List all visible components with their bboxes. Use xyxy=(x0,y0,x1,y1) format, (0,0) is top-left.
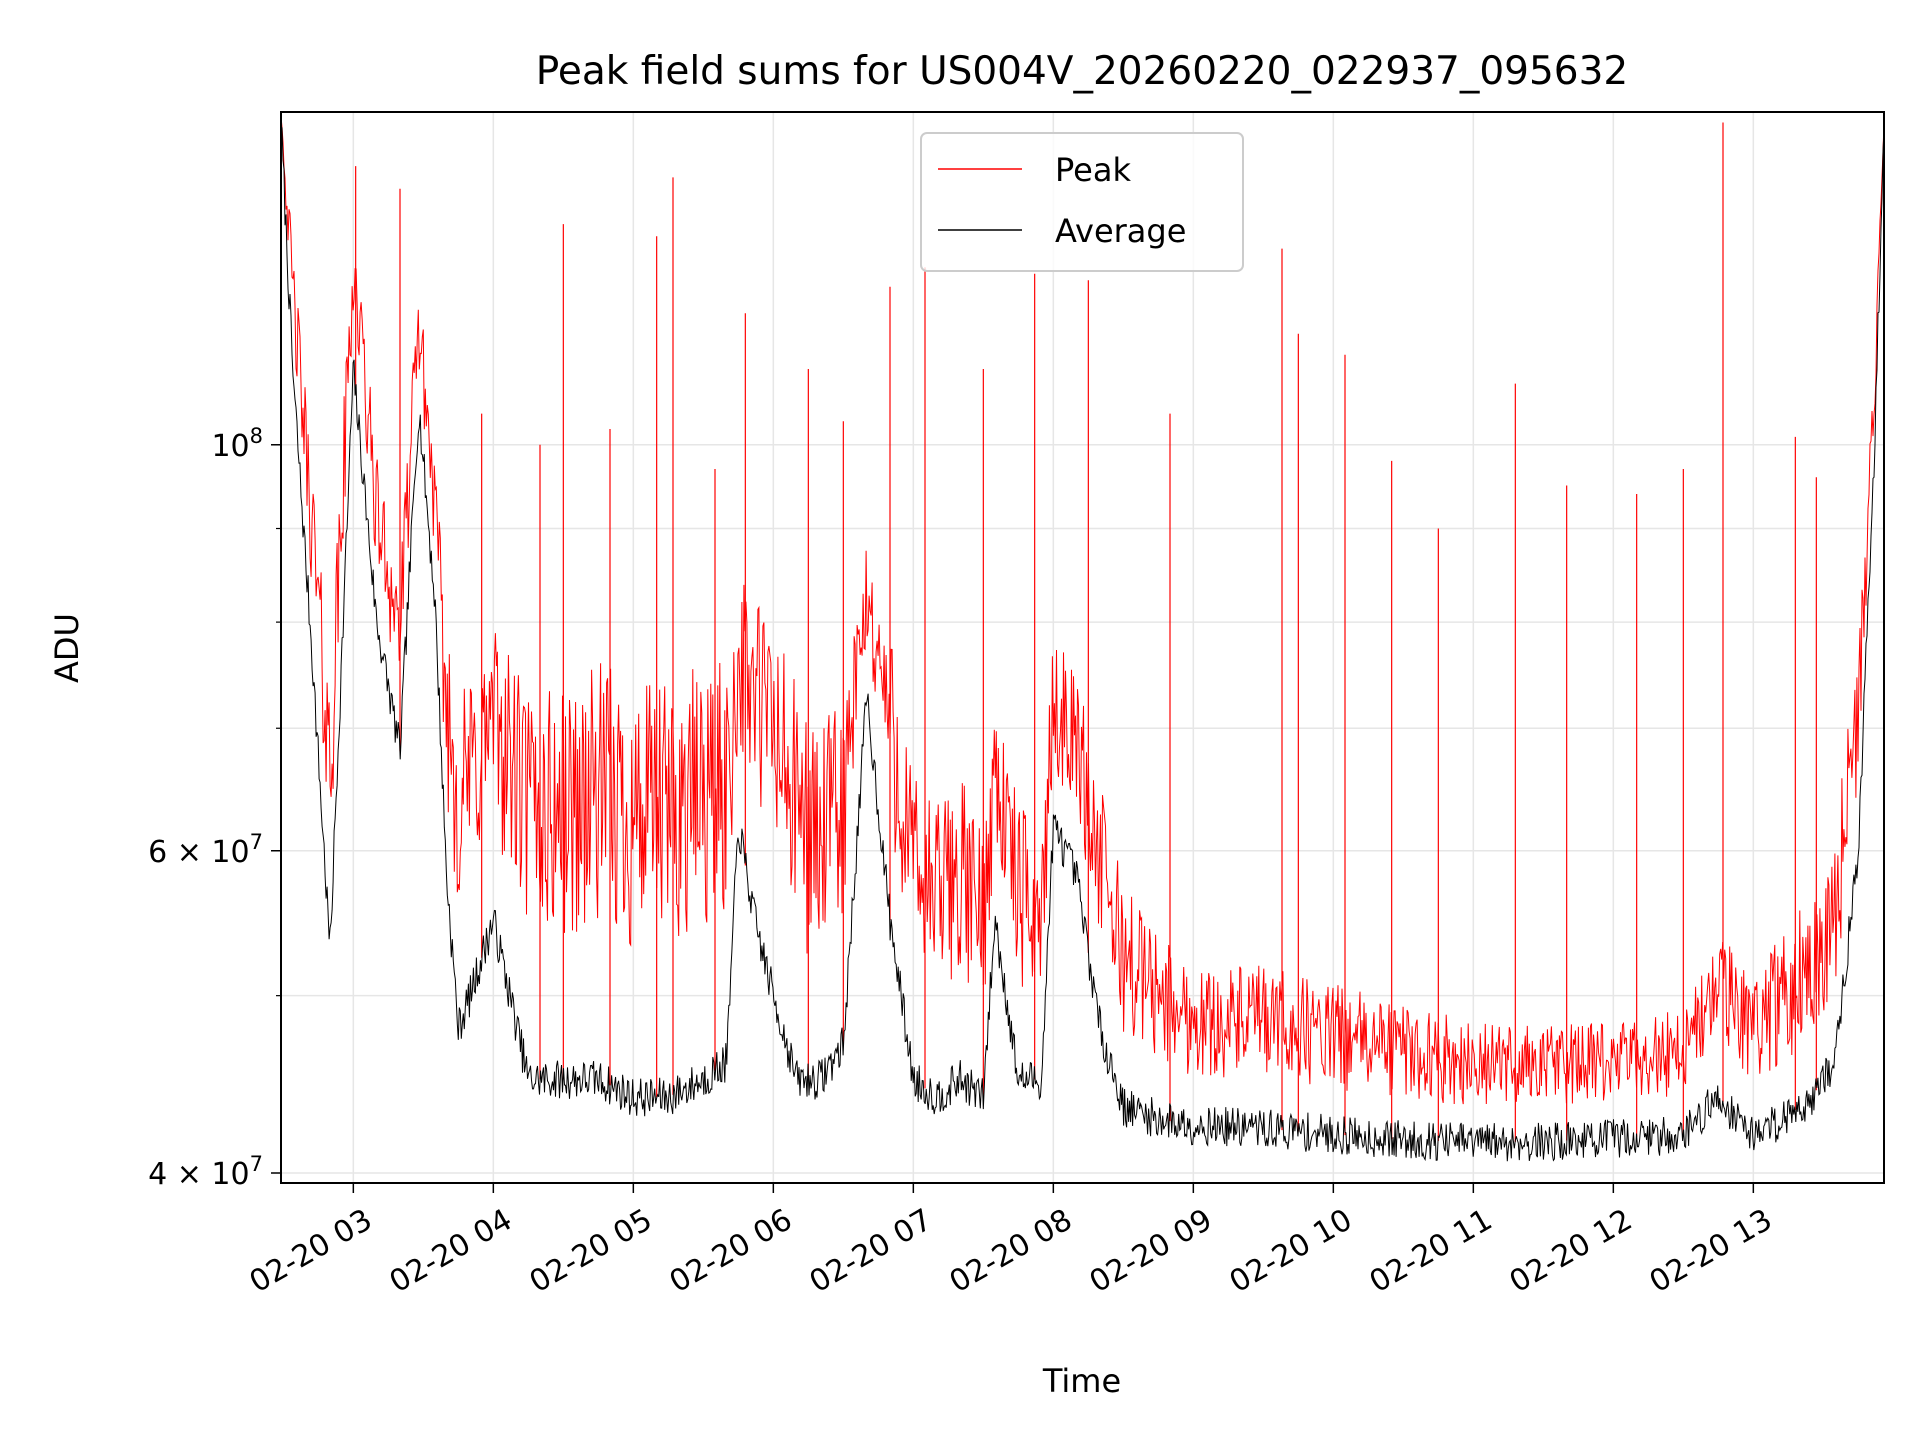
y-tick-label-exponent: 7 xyxy=(250,830,263,854)
y-tick-label: 108 xyxy=(211,424,263,464)
y-tick-label-exponent: 8 xyxy=(250,424,263,448)
y-axis-label: ADU xyxy=(48,613,86,683)
y-tick-label-base: 10 xyxy=(211,429,249,464)
series-layer xyxy=(281,116,1884,1162)
legend: Peak Average xyxy=(920,132,1244,272)
plot-area xyxy=(280,111,1885,1184)
chart-title: Peak field sums for US004V_20260220_0229… xyxy=(536,49,1629,94)
y-tick-label: 6 × 107 xyxy=(148,830,263,870)
legend-label-peak: Peak xyxy=(1055,151,1131,189)
y-tick-label-exponent: 7 xyxy=(250,1152,263,1176)
plot-frame xyxy=(280,111,1885,1184)
x-axis-label: Time xyxy=(1042,1362,1121,1400)
legend-label-average: Average xyxy=(1055,212,1186,250)
legend-box xyxy=(920,132,1244,272)
y-tick-label: 4 × 107 xyxy=(148,1152,263,1192)
y-tick-label-base: 4 × 10 xyxy=(148,1157,249,1192)
series-line-peak xyxy=(281,116,1884,1105)
series-line-average xyxy=(281,127,1884,1162)
y-tick-label-base: 6 × 10 xyxy=(148,835,249,870)
